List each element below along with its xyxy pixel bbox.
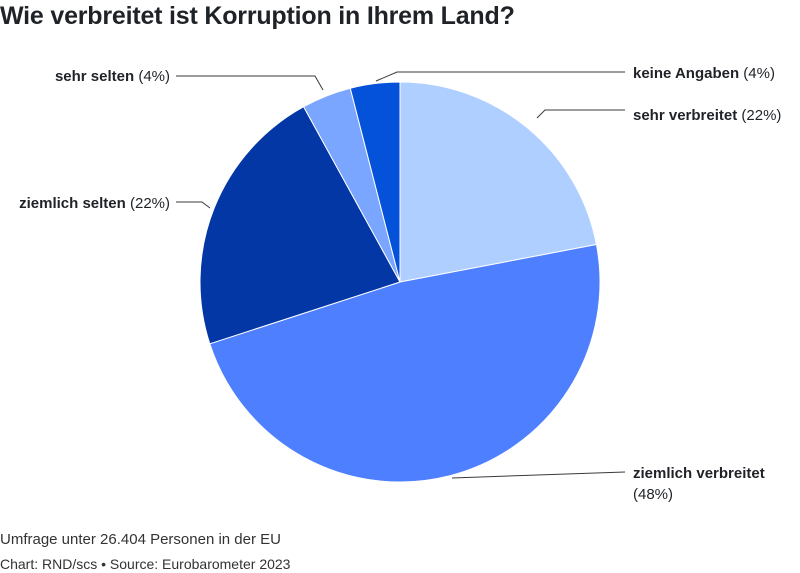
- pie-slice-ziemlich-selten: [199, 106, 401, 345]
- slice-label-name: sehr verbreitet: [633, 107, 737, 124]
- leader-line-ziemlich-selten: [176, 201, 211, 209]
- slice-label-name: ziemlich verbreitet: [633, 465, 765, 482]
- leader-line-keine-angaben: [375, 71, 625, 82]
- pie-slices: [199, 81, 601, 483]
- leader-lines: [176, 71, 626, 479]
- slice-label-percent: (4%): [739, 65, 775, 82]
- slice-label-name: keine Angaben: [633, 65, 739, 82]
- pie-slice-ziemlich-verbreitet: [209, 243, 601, 483]
- chart-title: Wie verbreitet ist Korruption in Ihrem L…: [0, 2, 515, 30]
- slice-labels: sehr verbreitet (22%) ziemlich verbreitet…: [19, 65, 781, 503]
- slice-label-percent: (48%): [633, 486, 673, 503]
- slice-label-percent: (4%): [134, 68, 170, 85]
- slice-label-percent: (22%): [737, 107, 781, 124]
- pie-slice-sehr-verbreitet: [399, 81, 598, 283]
- survey-footnote: Umfrage unter 26.404 Personen in der EU: [0, 531, 281, 548]
- slice-label-ziemlich-selten: ziemlich selten (22%): [19, 195, 170, 212]
- leader-line-sehr-selten: [176, 75, 324, 91]
- slice-label-name: ziemlich selten: [19, 195, 126, 212]
- pie-slice-keine-angaben: [349, 81, 401, 283]
- leader-line-sehr-verbreitet: [536, 109, 625, 119]
- slice-label-percent: (22%): [126, 195, 170, 212]
- slice-label-keine-angaben: keine Angaben (4%): [633, 65, 775, 82]
- slice-label-ziemlich-verbreitet: ziemlich verbreitet (48%): [633, 465, 765, 503]
- slice-label-sehr-verbreitet: sehr verbreitet (22%): [633, 107, 781, 124]
- slice-label-name: sehr selten: [55, 68, 134, 85]
- leader-line-ziemlich-verbreitet: [451, 471, 626, 479]
- source-credit: Chart: RND/scs • Source: Eurobarometer 2…: [0, 556, 291, 572]
- slice-label-sehr-selten: sehr selten (4%): [55, 68, 170, 85]
